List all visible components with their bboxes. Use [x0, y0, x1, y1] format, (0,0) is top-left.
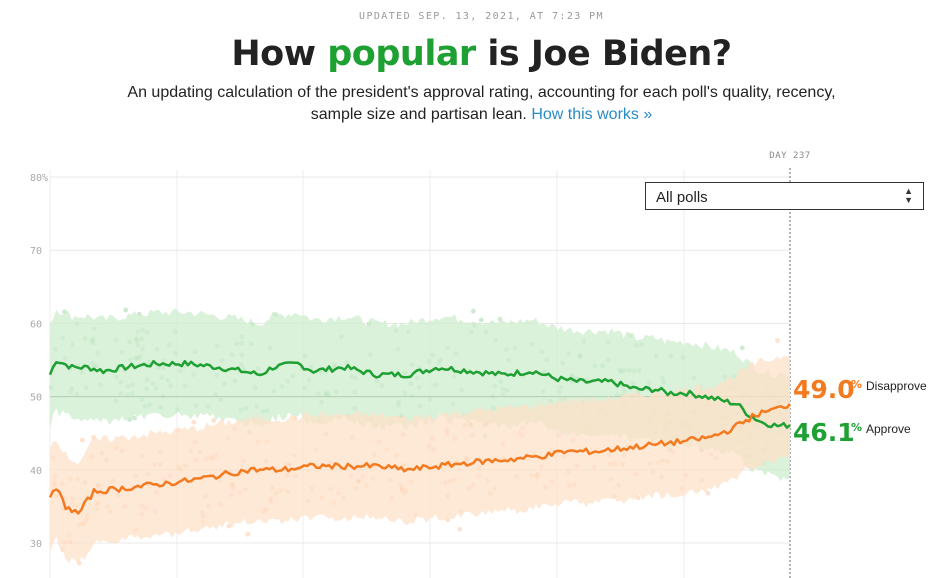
select-arrows-icon: ▲ ▼: [904, 186, 913, 205]
y-tick-label: 30: [30, 539, 42, 550]
y-tick-label: 40: [30, 466, 42, 477]
disapprove-series-label: Disapprove: [866, 379, 927, 393]
poll-dot: [211, 418, 217, 423]
disapprove-percent-sign: %: [851, 378, 862, 391]
page-subtitle: An updating calculation of the president…: [110, 82, 853, 126]
approve-percent-sign: %: [851, 421, 862, 434]
poll-filter-value: All polls: [656, 189, 708, 206]
current-day-label: DAY 237: [769, 151, 810, 161]
title-prefix: How: [231, 34, 328, 74]
confidence-bands: [50, 308, 790, 564]
y-tick-label: 80%: [30, 173, 48, 184]
poll-dot: [457, 526, 462, 532]
how-this-works-link[interactable]: How this works »: [531, 106, 653, 123]
y-tick-label: 50: [30, 393, 42, 404]
poll-dot: [739, 345, 745, 351]
poll-filter-select[interactable]: All polls ▲ ▼: [645, 182, 924, 210]
page-title: How popular is Joe Biden?: [0, 34, 949, 74]
poll-dot: [705, 490, 711, 496]
title-accent-word: popular: [327, 34, 476, 74]
poll-dot: [80, 437, 85, 443]
y-tick-label: 60: [30, 319, 42, 330]
updated-timestamp: UPDATED SEP. 13, 2021, AT 7:23 PM: [359, 11, 604, 22]
poll-dot: [191, 419, 197, 425]
confidence-band-disapprove: [50, 355, 790, 564]
poll-dot: [136, 311, 142, 317]
subtitle-text: An updating calculation of the president…: [127, 84, 836, 123]
poll-dot: [132, 415, 137, 421]
chart-labels: 80% 70 60 50 40 30 DAY 237 49.0% Disapprove 46.1%…: [30, 151, 927, 550]
trend-line-disapprove: [48, 403, 791, 515]
approve-series-label: Approve: [866, 422, 911, 436]
poll-dot: [127, 417, 133, 423]
trend-line-approve: [48, 359, 791, 429]
poll-dot: [245, 531, 251, 537]
poll-dot: [470, 308, 476, 314]
poll-dot: [123, 307, 129, 313]
poll-dot: [775, 338, 780, 343]
poll-dot: [226, 523, 232, 529]
approve-latest-value: 46.1: [793, 418, 855, 447]
confidence-band-approve: [50, 308, 790, 482]
y-tick-label: 70: [30, 246, 42, 257]
poll-dot: [478, 317, 484, 323]
title-suffix: is Joe Biden?: [475, 34, 732, 74]
trend-lines: [48, 359, 791, 515]
disapprove-latest-value: 49.0: [793, 375, 855, 404]
